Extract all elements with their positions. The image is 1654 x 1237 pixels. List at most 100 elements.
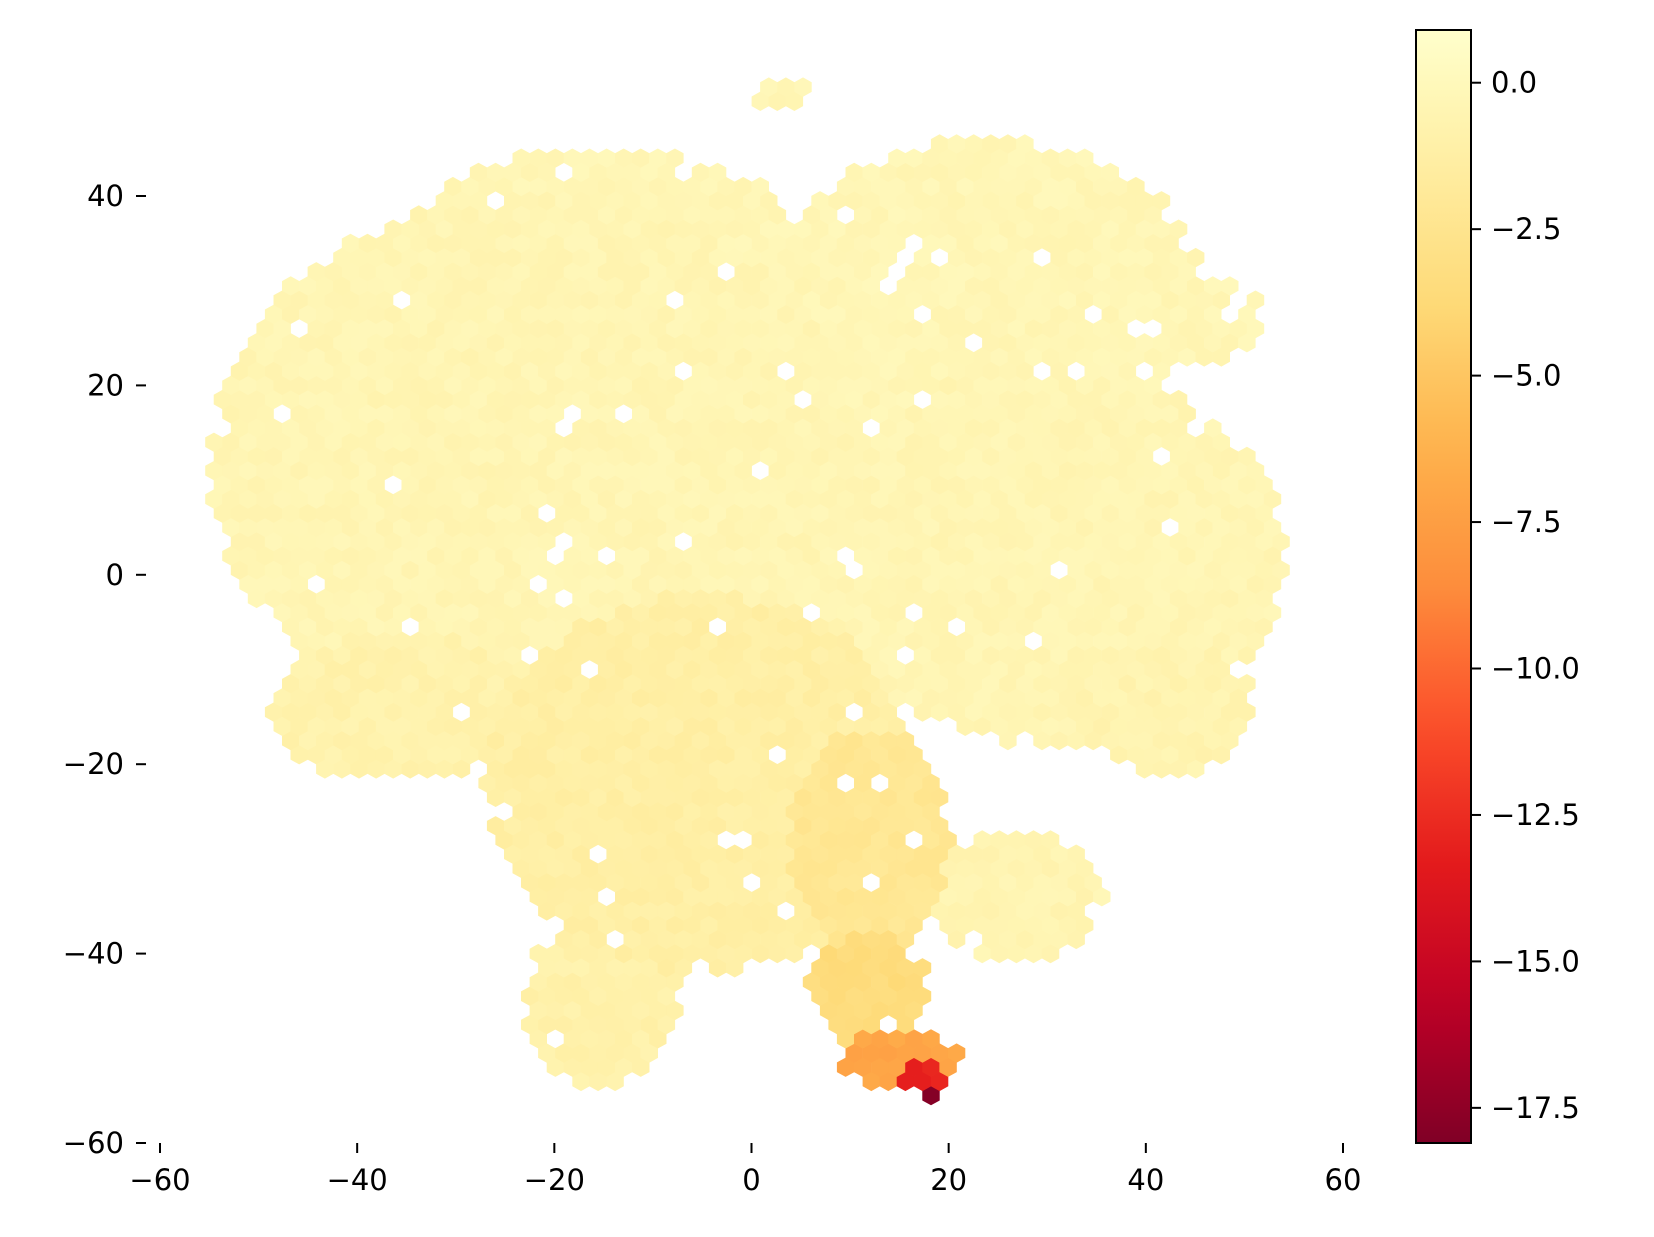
hex-cell xyxy=(427,603,445,623)
hex-cell xyxy=(657,304,676,324)
hex-cell xyxy=(435,702,454,722)
hex-cell xyxy=(1033,702,1051,722)
hex-cell xyxy=(230,361,249,381)
hex-cell xyxy=(802,546,821,566)
hex-cell xyxy=(888,574,906,594)
hex-cell xyxy=(717,546,735,566)
hex-cell xyxy=(358,262,377,282)
hex-cell xyxy=(930,389,949,410)
hex-cell xyxy=(1050,219,1068,239)
hex-cell xyxy=(563,546,582,566)
hex-cell xyxy=(982,645,1000,665)
hex-cell xyxy=(538,304,556,324)
hex-cell xyxy=(307,517,325,538)
hex-cell xyxy=(982,617,1000,637)
hex-cell xyxy=(632,517,650,538)
hex-cell xyxy=(410,375,428,396)
hex-cell xyxy=(845,418,863,438)
hex-cell xyxy=(657,787,676,807)
hex-cell xyxy=(691,304,710,324)
hex-cell xyxy=(683,347,701,367)
hex-cell xyxy=(913,872,932,893)
hex-cell xyxy=(521,617,539,637)
hex-cell xyxy=(819,972,838,992)
hex-cell xyxy=(999,617,1017,637)
hex-cell xyxy=(871,489,889,509)
hex-cell xyxy=(896,730,915,751)
hex-cell xyxy=(589,503,607,523)
hex-cell xyxy=(1101,361,1119,381)
hex-cell xyxy=(913,588,932,609)
hex-cell xyxy=(299,503,317,523)
hex-cell xyxy=(751,915,769,935)
hex-cell xyxy=(512,148,530,168)
hex-cell xyxy=(410,574,428,594)
hex-cell xyxy=(845,929,863,950)
hex-cell xyxy=(563,688,582,708)
hex-cell xyxy=(1058,574,1077,594)
hex-cell xyxy=(871,1000,889,1021)
hex-cell xyxy=(572,645,590,665)
hex-cell xyxy=(1016,475,1034,495)
hex-cell xyxy=(896,361,915,381)
hex-cell xyxy=(1058,915,1077,935)
hex-cell xyxy=(393,716,411,736)
hex-cell xyxy=(615,318,633,339)
hex-cell xyxy=(1127,489,1145,509)
hex-cell xyxy=(896,446,915,467)
hex-cell xyxy=(854,205,872,225)
hex-cell xyxy=(538,532,556,552)
hex-cell xyxy=(572,219,590,239)
hex-cell xyxy=(410,489,428,509)
hex-cell xyxy=(794,872,812,893)
hex-cell xyxy=(1101,503,1119,523)
hex-cell xyxy=(794,588,812,609)
hex-cell xyxy=(495,773,513,793)
hex-cell xyxy=(324,318,343,339)
hex-cell xyxy=(691,901,710,921)
hex-cell xyxy=(1024,347,1043,367)
hex-cell xyxy=(819,205,838,225)
hex-cell xyxy=(854,631,872,651)
hex-cell xyxy=(478,318,496,339)
hex-cell xyxy=(410,546,428,566)
hex-cell xyxy=(478,517,496,538)
hex-cell xyxy=(299,361,317,381)
hex-cell xyxy=(1016,446,1034,467)
colorbar-tick-label: −12.5 xyxy=(1491,798,1580,832)
hex-cell xyxy=(734,603,752,623)
hex-cell xyxy=(444,461,462,481)
hex-cell xyxy=(1007,858,1026,878)
hex-cell xyxy=(1016,617,1034,637)
hex-cell xyxy=(461,688,479,708)
hex-cell xyxy=(1084,247,1102,268)
y-tick-label: −40 xyxy=(63,937,124,971)
hex-cell xyxy=(256,489,274,509)
hex-cell xyxy=(589,361,607,381)
hexbin-cells xyxy=(205,77,1290,1106)
hex-cell xyxy=(1041,290,1060,310)
hex-cell xyxy=(726,730,744,751)
hex-cell xyxy=(273,432,291,452)
hex-cell xyxy=(845,1043,863,1063)
hex-cell xyxy=(700,887,718,907)
hex-cell xyxy=(1016,247,1034,268)
hex-cell xyxy=(674,446,693,467)
hex-cell xyxy=(401,475,419,495)
hex-cell xyxy=(922,1057,940,1077)
hex-cell xyxy=(264,418,283,438)
hex-cell xyxy=(1127,461,1145,481)
hex-cell xyxy=(1118,560,1137,580)
hex-cell xyxy=(871,290,889,310)
hex-cell xyxy=(435,532,454,552)
hex-cell xyxy=(512,489,530,509)
hex-cell xyxy=(965,219,983,239)
hex-cell xyxy=(751,517,769,538)
hex-cell xyxy=(615,233,633,253)
hex-cell xyxy=(572,759,590,779)
hex-cell xyxy=(1076,631,1094,651)
hex-cell xyxy=(1007,262,1026,282)
hex-cell xyxy=(410,205,428,225)
hex-cell xyxy=(828,333,846,353)
hex-cell xyxy=(1161,631,1179,651)
